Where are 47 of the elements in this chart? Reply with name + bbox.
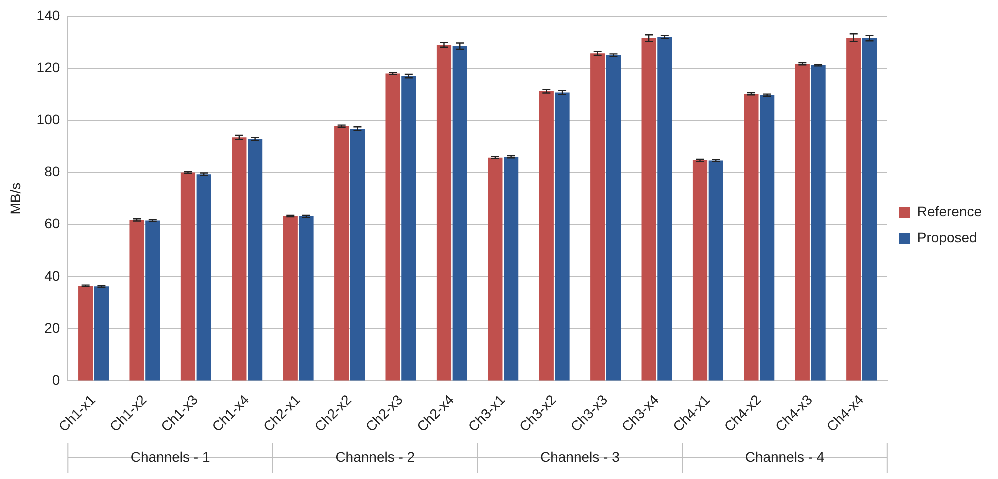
y-tick-label: 120 xyxy=(36,59,60,76)
bar xyxy=(692,160,708,381)
bar xyxy=(180,172,196,381)
bar xyxy=(78,286,94,381)
bar xyxy=(488,158,503,381)
text: Channels - 4 xyxy=(745,448,825,465)
text: Channels - 2 xyxy=(336,448,416,465)
bar xyxy=(642,38,656,381)
bar xyxy=(130,220,144,381)
bar xyxy=(658,37,672,381)
bar xyxy=(436,45,452,381)
bar xyxy=(504,157,519,381)
bar xyxy=(232,138,247,381)
y-tick-label: 140 xyxy=(36,7,60,24)
bar xyxy=(811,65,826,381)
y-tick-label: 20 xyxy=(44,320,60,336)
bar xyxy=(94,286,109,381)
bar xyxy=(744,94,759,381)
bar xyxy=(334,126,350,381)
bar xyxy=(283,216,298,381)
bar xyxy=(590,54,606,381)
bar xyxy=(846,38,862,381)
legend-label: Proposed xyxy=(917,229,978,246)
y-tick-label: 100 xyxy=(36,111,60,128)
y-tick-label: 0 xyxy=(52,372,60,388)
legend-label: Reference xyxy=(917,203,982,220)
y-tick-label: 40 xyxy=(44,268,60,284)
bar xyxy=(386,74,400,381)
bar xyxy=(539,91,554,381)
bar xyxy=(760,95,775,381)
bar xyxy=(862,38,878,381)
bar xyxy=(555,92,570,381)
bar xyxy=(248,139,263,381)
bar xyxy=(350,128,366,381)
text: Channels - 3 xyxy=(540,448,620,465)
y-tick-label: 60 xyxy=(44,216,60,232)
bar xyxy=(795,64,810,381)
bar xyxy=(606,55,622,381)
bar xyxy=(452,46,468,381)
bar xyxy=(402,76,416,381)
bar xyxy=(146,220,160,381)
y-axis-title: MB/s xyxy=(7,182,24,215)
y-tick-label: 80 xyxy=(44,164,60,180)
text: Channels - 1 xyxy=(130,448,210,465)
bar xyxy=(196,174,212,381)
bar xyxy=(299,216,314,381)
bar xyxy=(708,160,724,381)
